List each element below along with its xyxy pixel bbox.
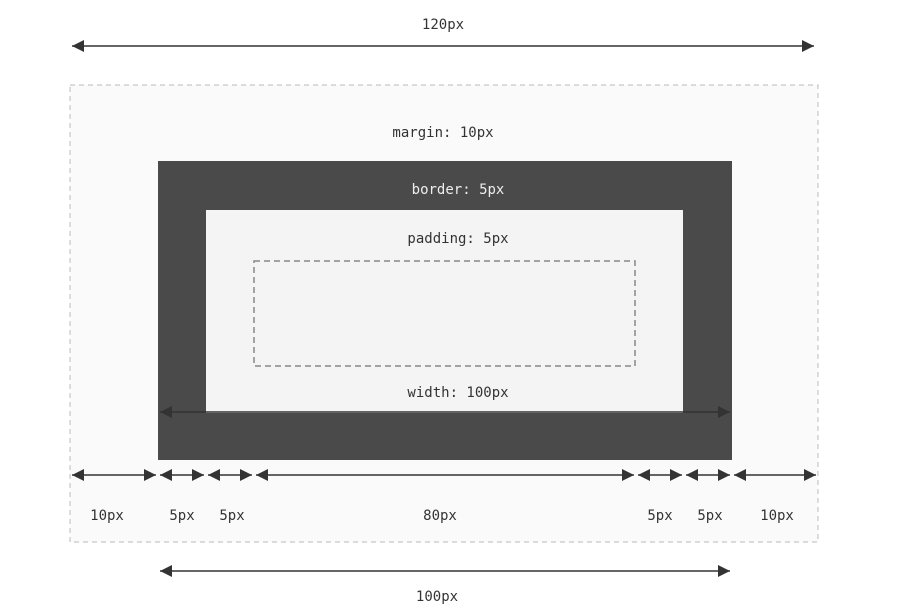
- top-measure: 120px: [422, 17, 464, 33]
- segment-label: 5px: [647, 508, 672, 524]
- segment-label: 5px: [169, 508, 194, 524]
- segment-measures: 10px 5px 5px 80px 5px 5px 10px: [72, 469, 816, 524]
- segment-label: 10px: [90, 508, 124, 524]
- content-box: [253, 260, 636, 367]
- border-label: border: 5px: [412, 182, 505, 198]
- bottom-measure: 100px: [416, 589, 458, 605]
- width-label: width: 100px: [407, 385, 508, 401]
- segment-label: 80px: [423, 508, 457, 524]
- segment-label: 10px: [760, 508, 794, 524]
- segment-label: 5px: [219, 508, 244, 524]
- padding-label: padding: 5px: [407, 231, 508, 247]
- segment-label: 5px: [697, 508, 722, 524]
- margin-label: margin: 10px: [392, 125, 493, 141]
- padding-box: [206, 210, 683, 413]
